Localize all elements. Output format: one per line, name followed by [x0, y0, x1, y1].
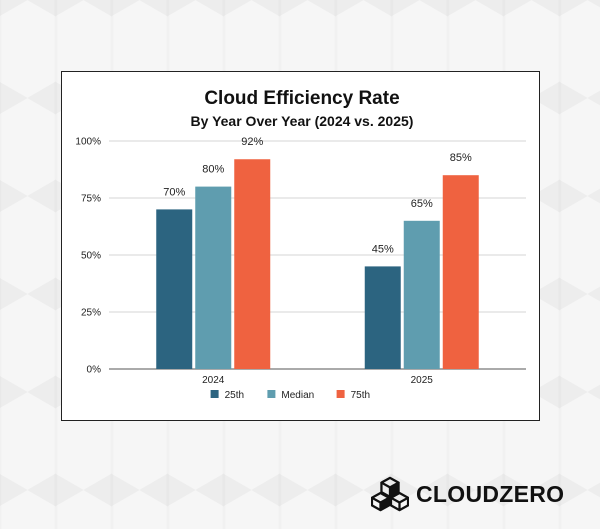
- brand: CLOUDZERO: [371, 474, 564, 514]
- legend-swatch: [210, 390, 219, 398]
- legend: 25th Median 75th: [210, 390, 370, 401]
- data-labels: 70% 80% 92% 45% 65% 85%: [163, 136, 472, 255]
- data-label: 65%: [411, 198, 433, 210]
- bar-75th-2024: [234, 159, 271, 369]
- bar-25th-2024: [156, 209, 193, 369]
- bar-chart: Cloud Efficiency Rate By Year Over Year …: [75, 88, 526, 401]
- data-label: 45%: [372, 243, 394, 255]
- bar-75th-2025: [442, 175, 479, 369]
- chart-title: Cloud Efficiency Rate: [204, 88, 399, 109]
- bars: [156, 159, 479, 369]
- legend-swatch: [336, 390, 345, 398]
- bar-median-2025: [403, 220, 440, 369]
- legend-label: Median: [281, 390, 314, 401]
- bar-median-2024: [195, 186, 232, 369]
- data-label: 85%: [450, 152, 472, 164]
- data-label: 70%: [163, 186, 185, 198]
- y-axis-ticks: 0% 25% 50% 75% 100%: [75, 137, 101, 376]
- y-tick-label: 100%: [75, 137, 101, 148]
- legend-swatch: [267, 390, 276, 398]
- y-tick-label: 75%: [81, 194, 101, 205]
- x-tick-label: 2025: [411, 375, 434, 386]
- brand-name: CLOUDZERO: [416, 480, 565, 507]
- bar-25th-2025: [364, 266, 401, 369]
- y-tick-label: 50%: [81, 251, 101, 262]
- data-label: 92%: [241, 136, 263, 148]
- cube-cluster-icon: [371, 476, 409, 512]
- data-label: 80%: [202, 164, 224, 176]
- y-tick-label: 25%: [81, 308, 101, 319]
- x-tick-label: 2024: [202, 375, 225, 386]
- legend-label: 75th: [351, 390, 370, 401]
- chart-card: Cloud Efficiency Rate By Year Over Year …: [61, 71, 540, 421]
- y-tick-label: 0%: [87, 365, 102, 376]
- legend-label: 25th: [225, 390, 244, 401]
- x-axis-ticks: 2024 2025: [202, 375, 433, 386]
- chart-subtitle: By Year Over Year (2024 vs. 2025): [191, 113, 414, 129]
